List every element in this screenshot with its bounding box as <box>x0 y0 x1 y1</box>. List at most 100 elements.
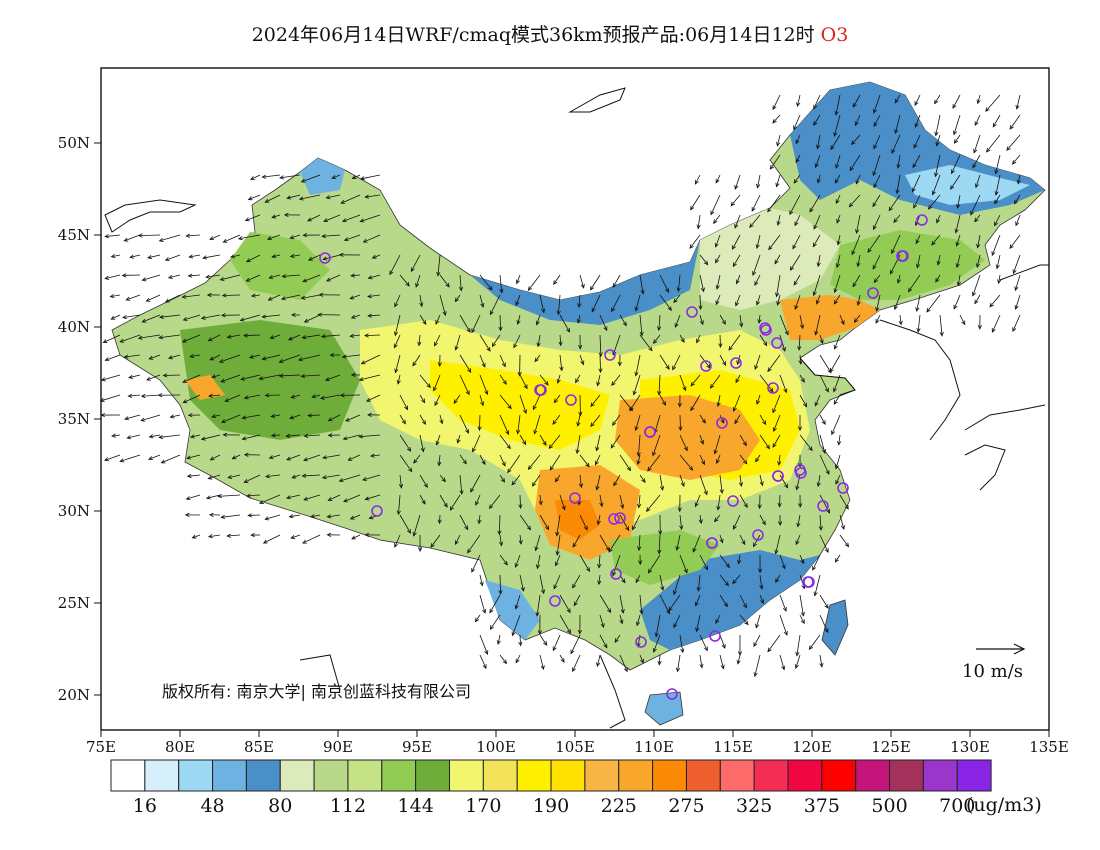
wind-vector <box>159 314 181 318</box>
wind-vector <box>635 294 641 311</box>
wind-vector-head <box>755 457 760 463</box>
wind-vector-head <box>675 667 681 673</box>
colorbar-cell <box>212 759 247 792</box>
wind-vector-head <box>281 274 287 279</box>
wind-vector-head <box>735 279 740 285</box>
wind-vector-head <box>491 342 497 348</box>
wind-vector <box>916 254 921 268</box>
wind-vector-head <box>590 402 595 408</box>
wind-vector <box>935 114 941 136</box>
wind-vector-head <box>721 644 726 649</box>
wind-vector-head <box>482 664 487 670</box>
wind-vector-head <box>680 338 685 343</box>
wind-vector <box>479 594 486 614</box>
wind-vector-head <box>621 578 626 584</box>
wind-vector-head <box>813 591 818 597</box>
wind-vector <box>322 454 341 459</box>
wind-vector-head <box>439 419 444 425</box>
wind-vector-head <box>690 406 695 412</box>
wind-vector-head <box>724 581 729 587</box>
wind-vector-head <box>350 372 356 377</box>
wind-vector-head <box>124 416 130 421</box>
wind-vector-head <box>994 190 999 196</box>
colorbar-cell <box>618 759 654 792</box>
wind-vector <box>772 94 781 110</box>
wind-vector-head <box>367 275 373 280</box>
wind-vector <box>696 614 701 632</box>
wind-vector-head <box>261 314 267 319</box>
wind-vector <box>655 614 661 637</box>
wind-vector <box>120 334 141 343</box>
wind-vector <box>813 274 821 296</box>
wind-vector-head <box>543 641 548 646</box>
wind-vector-head <box>147 254 152 260</box>
wind-vector <box>282 274 301 277</box>
wind-vector-head <box>652 451 657 457</box>
wind-vector <box>733 394 741 412</box>
wind-vector <box>412 354 421 366</box>
wind-vector <box>857 294 861 306</box>
wind-vector <box>433 374 441 391</box>
wind-vector <box>100 394 121 402</box>
wind-vector <box>208 534 221 538</box>
wind-vector <box>613 474 621 486</box>
wind-vector <box>699 294 702 310</box>
wind-vector <box>534 414 541 434</box>
wind-vector <box>511 474 521 486</box>
wind-vector <box>819 494 830 514</box>
wind-vector <box>836 214 841 224</box>
wind-vector-head <box>835 479 840 485</box>
wind-vector <box>699 474 708 495</box>
wind-vector <box>599 614 605 628</box>
wind-vector <box>715 294 721 305</box>
wind-vector <box>479 394 484 406</box>
wind-vector <box>350 514 361 520</box>
wind-vector <box>271 214 281 218</box>
wind-vector-head <box>755 244 760 249</box>
wind-vector-head <box>297 357 303 362</box>
wind-vector-head <box>986 147 991 153</box>
wind-vector-head <box>975 263 981 269</box>
wind-vector <box>913 194 921 208</box>
wind-vector <box>819 414 826 425</box>
wind-vector-head <box>915 307 920 313</box>
wind-vector <box>774 254 781 264</box>
wind-vector <box>659 294 672 311</box>
wind-vector-head <box>484 650 489 656</box>
colorbar-cell <box>178 759 214 792</box>
wind-vector-head <box>501 362 506 368</box>
wind-vector-head <box>742 441 747 447</box>
wind-vector-head <box>794 221 799 227</box>
wind-vector-head <box>596 520 601 526</box>
wind-vector-head <box>800 377 805 383</box>
wind-vector-head <box>129 254 135 259</box>
wind-vector-head <box>556 310 561 316</box>
colorbar-label: 144 <box>398 795 434 817</box>
wind-vector <box>208 334 221 342</box>
wind-vector <box>265 194 281 203</box>
wind-vector-head <box>875 319 880 324</box>
wind-vectors <box>99 94 1021 678</box>
wind-vector <box>915 234 921 244</box>
wind-vector <box>852 94 861 108</box>
colorbar-cell <box>584 759 620 792</box>
wind-vector <box>759 374 774 392</box>
wind-vector <box>835 554 841 563</box>
wind-vector <box>934 94 941 104</box>
wind-vector <box>279 374 301 377</box>
wind-vector <box>759 574 763 589</box>
wind-vector-head <box>657 549 662 555</box>
wind-vector <box>138 234 161 236</box>
wind-vector <box>146 374 161 381</box>
wind-vector <box>734 414 741 424</box>
wind-vector-head <box>784 483 789 489</box>
wind-vector <box>778 454 781 466</box>
wind-vector <box>735 374 741 383</box>
wind-vector-head <box>977 324 982 330</box>
wind-vector <box>372 254 381 259</box>
wind-vector-head <box>200 436 206 441</box>
wind-vector-head <box>1016 179 1021 185</box>
wind-vector-head <box>189 434 195 439</box>
wind-vector-head <box>507 404 512 410</box>
